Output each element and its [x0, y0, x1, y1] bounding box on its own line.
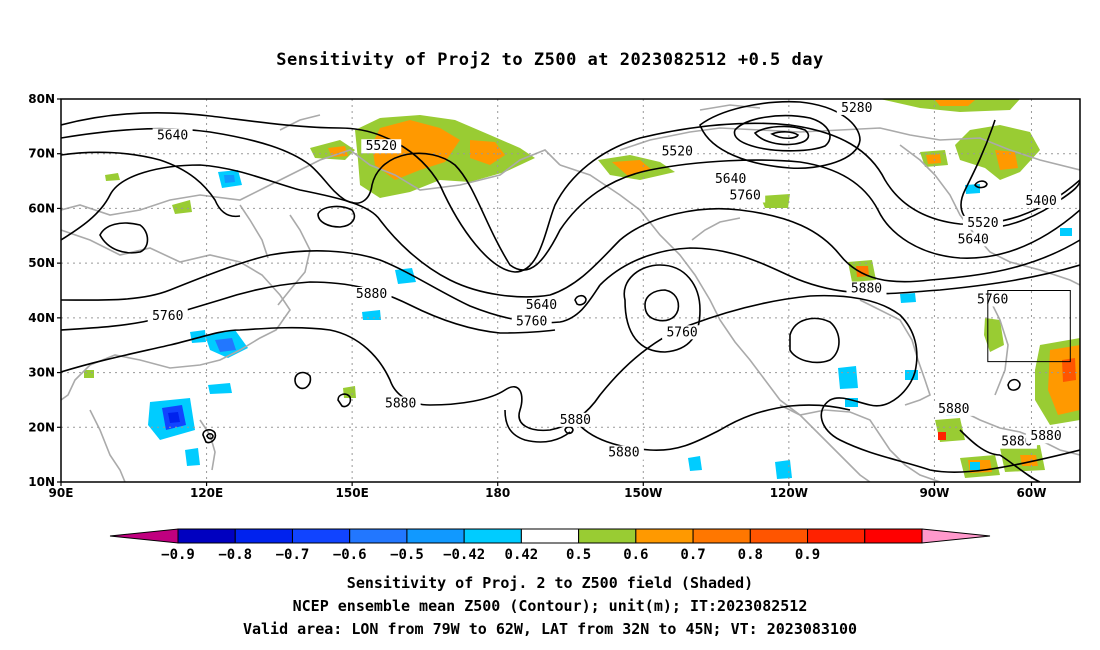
- contour-label-5880: 5880: [356, 287, 387, 302]
- contour-label-5280: 5280: [841, 101, 872, 116]
- contour-label-5880: 5880: [1030, 429, 1061, 444]
- lat-label-10N: 10N: [28, 475, 55, 489]
- contour-label-5880: 5880: [851, 282, 882, 297]
- colorbar-segment: [463, 528, 522, 544]
- map-axes: 10N 20N 30N 40N 50N 60N 70N 80N 90E 120E 150E 180 15…: [28, 92, 1046, 500]
- lon-label-60W: 60W: [1017, 486, 1047, 500]
- colorbar-segment: [749, 528, 809, 544]
- contour-label-5760: 5760: [516, 314, 547, 329]
- colorbar-arrow-right: [921, 528, 991, 544]
- contour-label-5640: 5640: [157, 128, 188, 143]
- contour-label-5520: 5520: [967, 216, 998, 231]
- contour-label-bg: [662, 325, 703, 340]
- colorbar-segment: [349, 528, 408, 544]
- lat-label-60N: 60N: [28, 201, 55, 215]
- lat-label-50N: 50N: [28, 256, 55, 270]
- contour-label-5760: 5760: [730, 188, 761, 203]
- contour-label-5880: 5880: [1001, 435, 1032, 450]
- colorbar-label: −0.5: [390, 547, 424, 563]
- lon-label-150W: 150W: [624, 486, 662, 500]
- caption-line-1: Sensitivity of Proj. 2 to Z500 field (Sh…: [346, 574, 754, 592]
- colorbar-label: −0.42: [443, 547, 485, 563]
- contour-label-bg: [933, 401, 974, 416]
- colorbar-label: 0.42: [505, 547, 539, 563]
- contour-label-5880: 5880: [560, 413, 591, 428]
- colorbar-label: −0.6: [333, 547, 367, 563]
- lat-lon-grid: [61, 99, 1080, 482]
- contour-label-bg: [962, 215, 1003, 230]
- colorbar-segment: [635, 528, 694, 544]
- caption-line-3: Valid area: LON from 79W to 62W, LAT fro…: [242, 620, 858, 638]
- contour-label-5520: 5520: [662, 145, 693, 160]
- contour-label-5880: 5880: [385, 396, 416, 411]
- lat-label-70N: 70N: [28, 147, 55, 161]
- contour-label-5880: 5880: [938, 402, 969, 417]
- contour-label-5880: 5880: [608, 446, 639, 461]
- contour-label-5400: 5400: [1026, 194, 1057, 209]
- contour-label-bg: [555, 412, 596, 427]
- lat-label-30N: 30N: [28, 366, 55, 380]
- contour-label-bg: [846, 281, 887, 296]
- z500-contours: [61, 100, 1080, 482]
- contour-label-bg: [710, 172, 751, 187]
- contour-label-5640: 5640: [958, 232, 989, 247]
- contour-label-bg: [953, 232, 994, 247]
- contour-label-bg: [152, 128, 193, 143]
- colorbar-segment: [807, 528, 866, 544]
- contour-label-bg: [1021, 193, 1062, 208]
- colorbar-label: 0.7: [680, 547, 705, 563]
- colorbar-segment: [177, 528, 236, 544]
- contour-label-5640: 5640: [526, 298, 557, 313]
- lon-label-120W: 120W: [770, 486, 808, 500]
- lat-label-80N: 80N: [28, 92, 55, 106]
- contour-label-bg: [147, 308, 188, 323]
- lon-label-90W: 90W: [919, 486, 949, 500]
- contour-label-bg: [361, 139, 402, 154]
- lat-label-20N: 20N: [28, 420, 55, 434]
- colorbar: −0.9 −0.8 −0.7 −0.6 −0.5 −0.42 0.42 0.5 0.6 0.7 0.…: [109, 528, 991, 563]
- colorbar-label: 0.8: [738, 547, 763, 563]
- contour-label-bg: [1026, 429, 1067, 444]
- contour-label-5520: 5520: [366, 139, 397, 154]
- colorbar-segment: [520, 528, 580, 544]
- colorbar-segment: [291, 528, 351, 544]
- colorbar-label: 0.5: [566, 547, 591, 563]
- contour-label-bg: [511, 314, 552, 329]
- colorbar-segment: [578, 528, 637, 544]
- valid-area-box: [987, 290, 1071, 363]
- lon-label-120E: 120E: [190, 486, 223, 500]
- contour-label-5760: 5760: [666, 325, 697, 340]
- contour-label-bg: [836, 100, 877, 115]
- colorbar-arrow-left: [109, 528, 179, 544]
- lon-label-180: 180: [485, 486, 510, 500]
- colorbar-label: 0.6: [623, 547, 648, 563]
- contour-label-bg: [380, 396, 421, 411]
- colorbar-label: −0.8: [218, 547, 252, 563]
- colorbar-label: 0.9: [795, 547, 820, 563]
- colorbar-segment: [234, 528, 293, 544]
- contour-label-bg: [725, 188, 766, 203]
- colorbar-label: −0.7: [276, 547, 310, 563]
- contour-label-bg: [972, 292, 1013, 307]
- lat-label-40N: 40N: [28, 311, 55, 325]
- map-frame: [60, 98, 1081, 483]
- contour-label-5760: 5760: [977, 292, 1008, 307]
- colorbar-segment: [864, 528, 923, 544]
- contour-label-5640: 5640: [715, 172, 746, 187]
- contour-label-bg: [657, 144, 698, 159]
- colorbar-segment: [692, 528, 751, 544]
- lon-label-90E: 90E: [49, 486, 74, 500]
- lon-label-150E: 150E: [336, 486, 369, 500]
- colorbar-label: −0.9: [161, 547, 195, 563]
- contour-label-bg: [603, 445, 644, 460]
- contour-label-bg: [521, 297, 562, 312]
- caption-line-2: NCEP ensemble mean Z500 (Contour); unit(…: [292, 597, 808, 615]
- contour-label-5760: 5760: [152, 309, 183, 324]
- colorbar-segment: [406, 528, 465, 544]
- contour-label-bg: [351, 286, 392, 301]
- map-title: Sensitivity of Proj2 to Z500 at 20230825…: [276, 50, 824, 70]
